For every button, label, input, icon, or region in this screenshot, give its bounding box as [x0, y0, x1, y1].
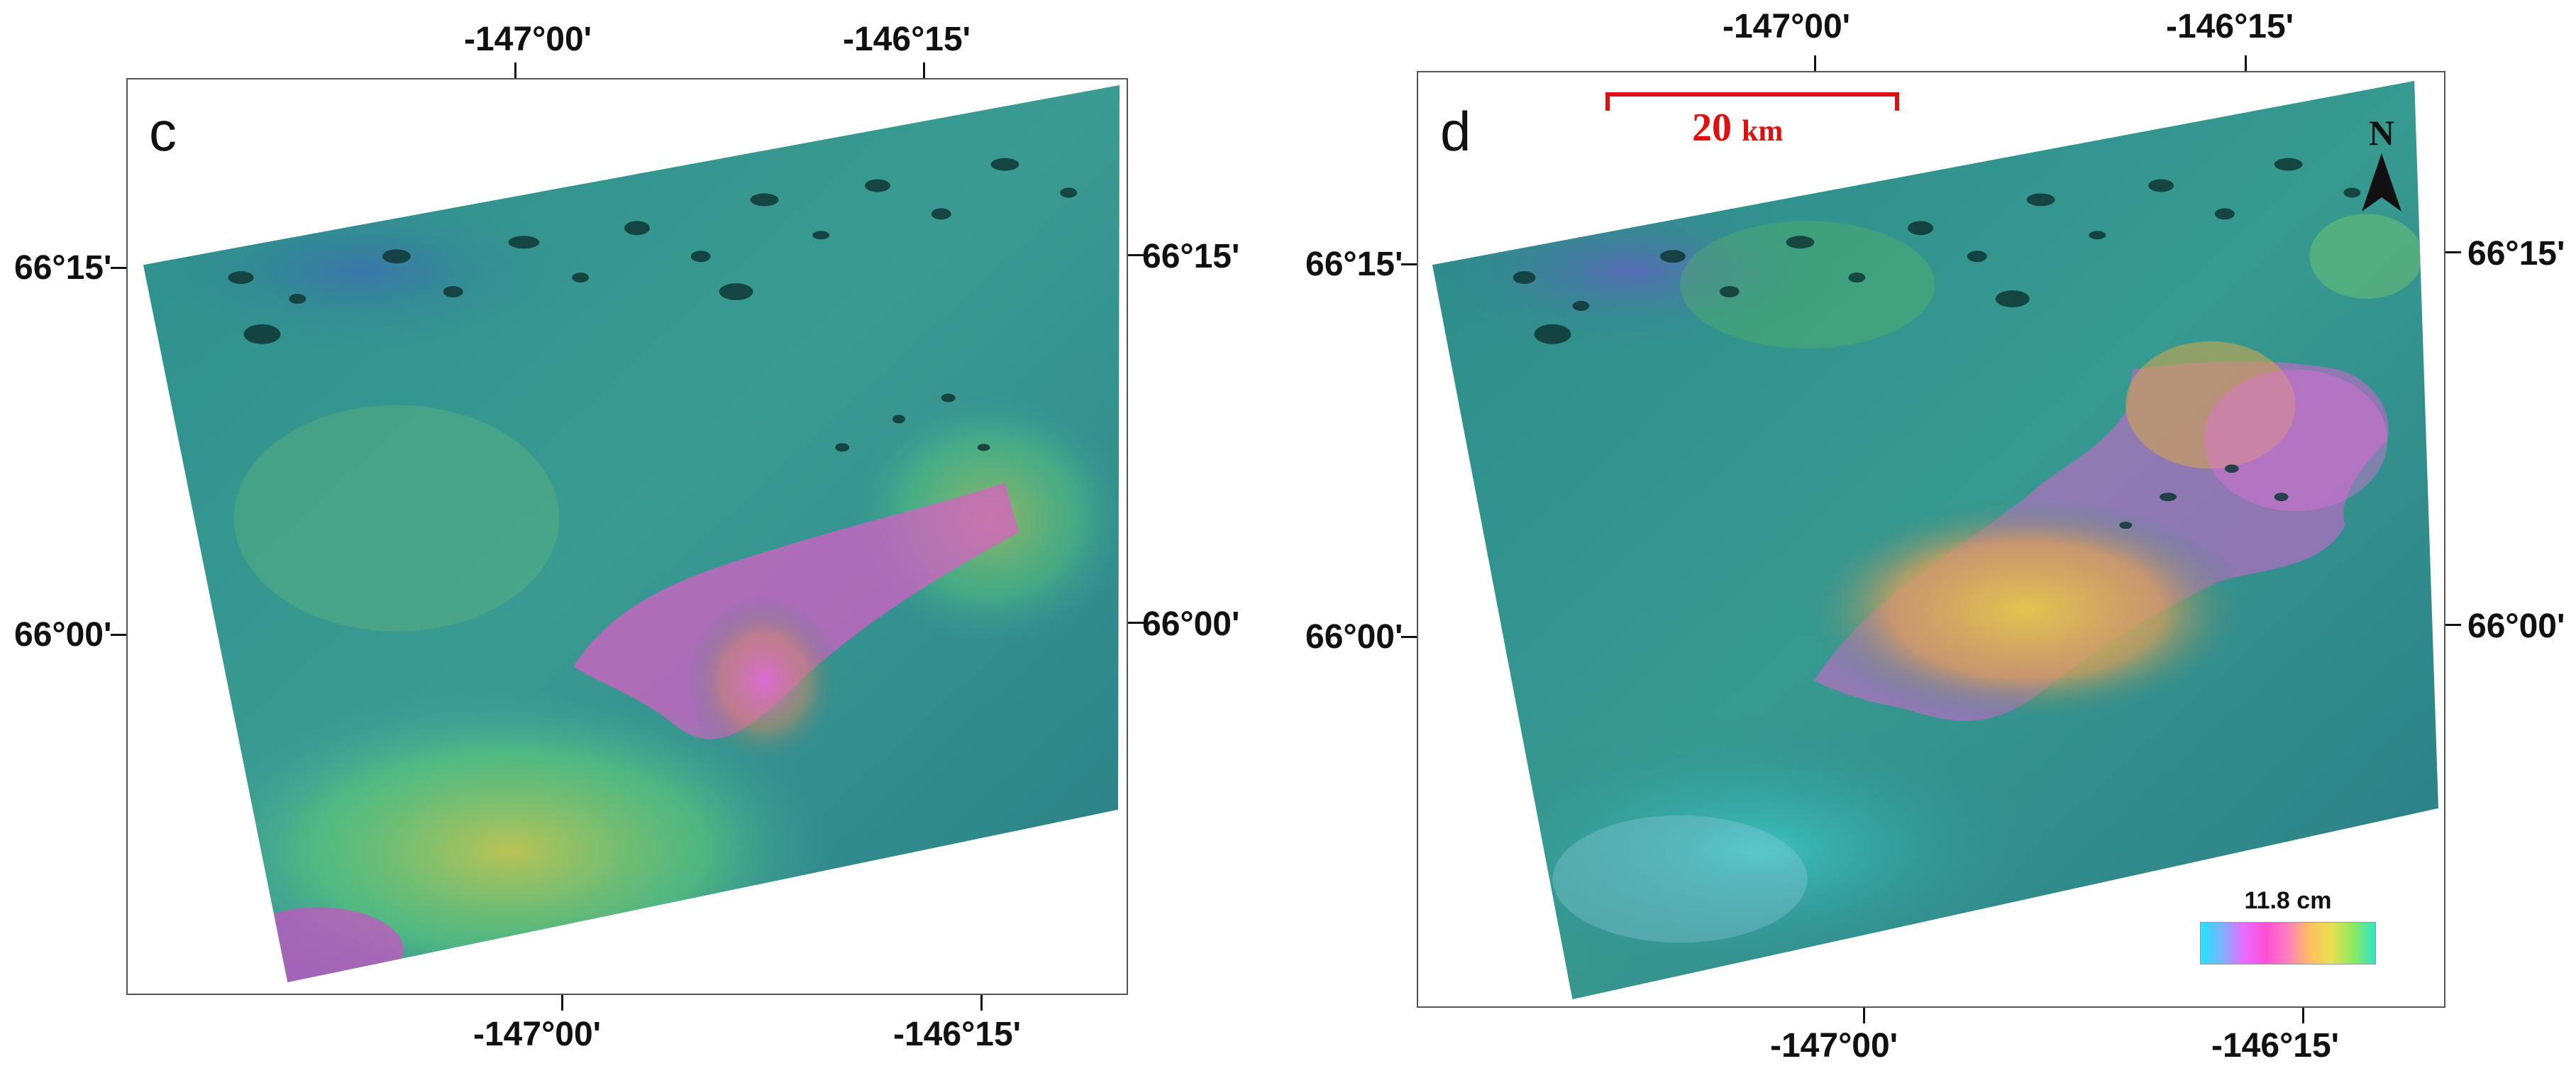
scale-bar-label: 20 km — [1692, 105, 1783, 150]
map-frame-c — [126, 78, 1128, 995]
north-label: N — [2368, 113, 2395, 153]
tick-top-1-d: -147°00' — [1723, 8, 1851, 45]
tick-bottom-1-d: -147°00' — [1770, 1027, 1898, 1065]
tick-right-2-c: 66°00' — [1142, 605, 1240, 643]
tick-bottom-1-c: -147°00' — [473, 1016, 602, 1053]
tick-top-2-c: -146°15' — [843, 21, 971, 58]
tick-left-1-c: 66°15' — [14, 249, 112, 287]
color-legend: 11.8 cm — [2200, 887, 2376, 965]
tick-bottom-2-d: -146°15' — [2211, 1027, 2340, 1065]
tick-top-1-c: -147°00' — [464, 21, 592, 58]
scale-bar: 20 km — [1605, 92, 1899, 156]
tick-top-2-d: -146°15' — [2166, 8, 2294, 45]
legend-label: 11.8 cm — [2244, 887, 2332, 914]
tick-left-2-c: 66°00' — [14, 616, 112, 654]
tick-left-2-d: 66°00' — [1305, 618, 1403, 656]
tick-right-1-d: 66°15' — [2467, 235, 2565, 273]
panel-letter-c: c — [149, 100, 177, 163]
tick-left-1-d: 66°15' — [1305, 246, 1403, 283]
legend-color-ramp — [2200, 922, 2376, 965]
map-frame-d — [1417, 71, 2445, 1008]
panel-letter-d: d — [1440, 100, 1471, 163]
scale-bar-value: 20 — [1692, 106, 1732, 150]
north-arrow-icon — [2362, 153, 2401, 211]
mountain-region-d — [1460, 716, 2055, 986]
tick-right-2-d: 66°00' — [2467, 608, 2565, 645]
scale-bar-unit: km — [1742, 115, 1784, 148]
north-arrow: N — [2357, 112, 2406, 218]
tick-right-1-c: 66°15' — [1142, 238, 1240, 275]
interferogram-map-c — [143, 84, 1120, 983]
tick-bottom-2-c: -146°15' — [893, 1016, 1022, 1053]
interferogram-map-d — [1432, 80, 2439, 1000]
